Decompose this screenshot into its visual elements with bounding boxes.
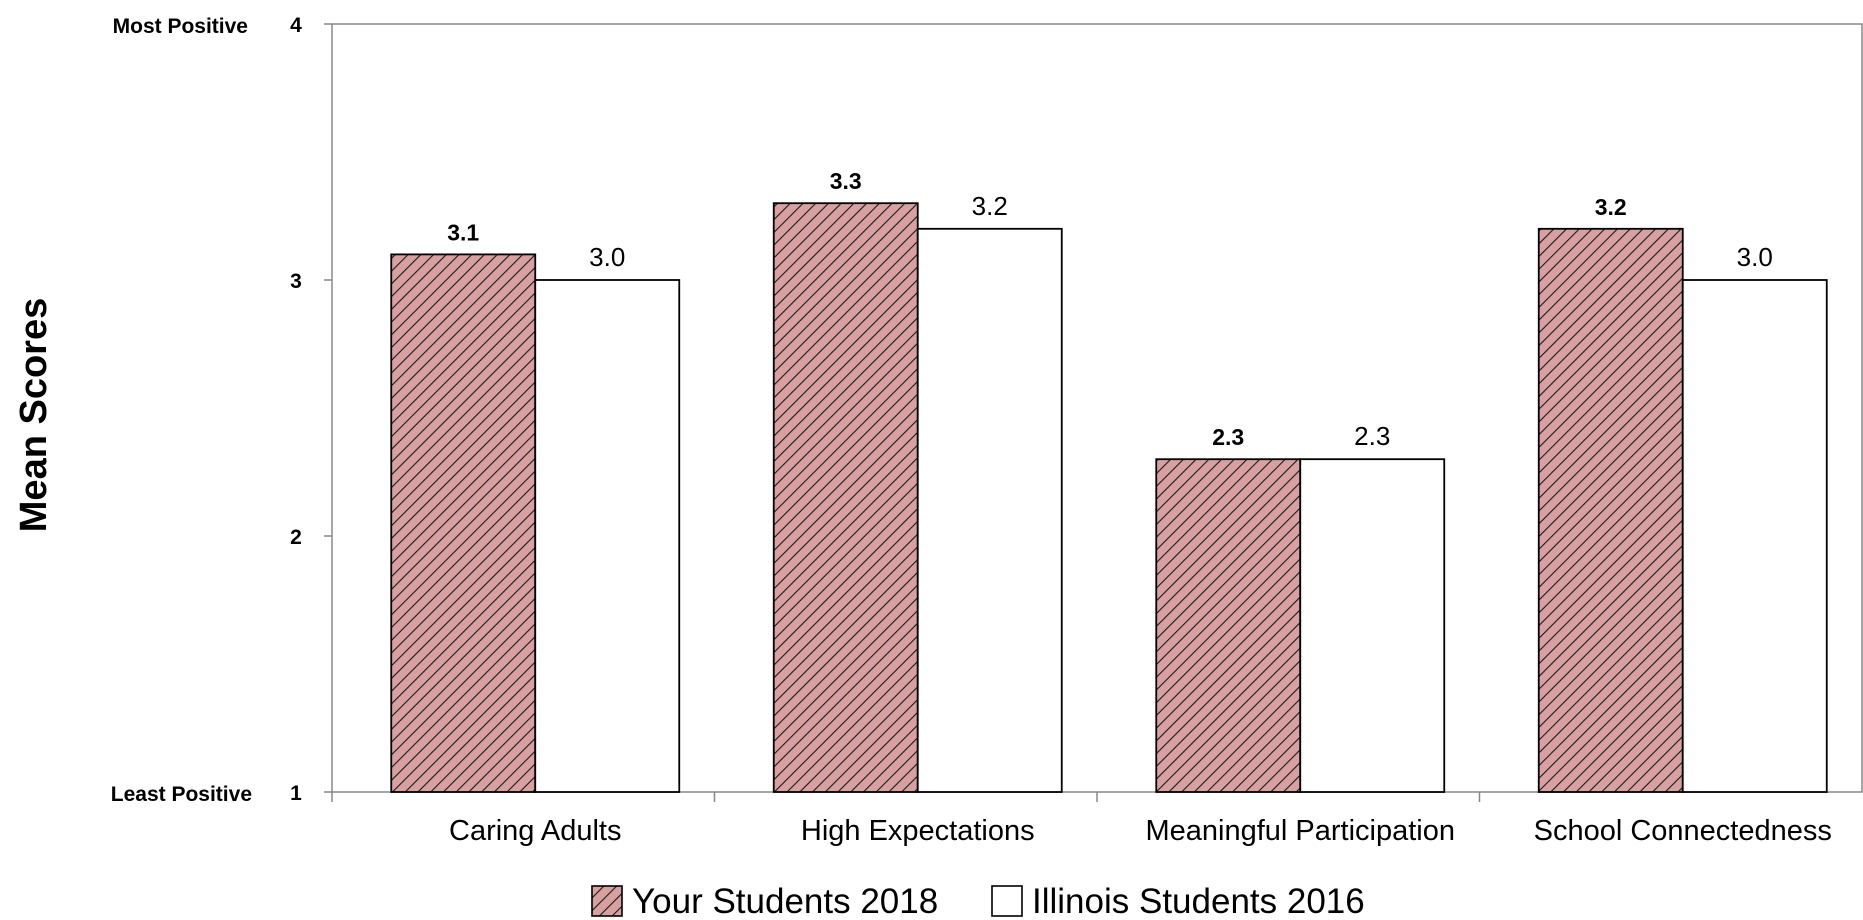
- data-label: 3.3: [830, 168, 862, 194]
- data-label: 3.2: [972, 191, 1008, 221]
- y-axis-label: Mean Scores: [13, 298, 55, 532]
- y-tick-label: 4: [290, 14, 302, 37]
- plot-area: 1 2 3 4 Caring Adults 3.1 3.0 High Expectations…: [290, 14, 1863, 847]
- bar-illinois-students: [1681, 279, 1828, 793]
- bar-your-students: [1537, 227, 1684, 793]
- bar-illinois-students: [1299, 458, 1446, 793]
- legend-swatch-illinois-students: [991, 885, 1023, 917]
- legend-swatch-your-students: [591, 885, 623, 917]
- legend-label: Your Students 2018: [632, 882, 938, 920]
- data-label: 2.3: [1354, 421, 1390, 451]
- bar-illinois-students: [534, 279, 681, 793]
- y-extra-top-label: Most Positive: [113, 15, 248, 38]
- y-extra-bottom-label: Least Positive: [111, 783, 252, 806]
- data-label: 3.0: [1737, 242, 1773, 272]
- y-tick-label: 3: [290, 270, 302, 293]
- x-category-label: School Connectedness: [1534, 815, 1832, 847]
- legend-label: Illinois Students 2016: [1032, 882, 1365, 920]
- bar-your-students: [1155, 458, 1302, 793]
- data-label: 3.0: [589, 242, 625, 272]
- data-label: 3.1: [447, 219, 479, 245]
- y-tick-label: 2: [290, 526, 302, 549]
- bar-your-students: [390, 253, 537, 793]
- bar-your-students: [772, 202, 919, 793]
- y-tick-label: 1: [290, 782, 302, 805]
- legend: Your Students 2018 Illinois Students 2016: [591, 882, 1365, 920]
- x-category-label: Caring Adults: [449, 815, 622, 847]
- bar-illinois-students: [916, 227, 1063, 793]
- x-category-label: Meaningful Participation: [1145, 815, 1455, 847]
- data-label: 3.2: [1595, 194, 1627, 220]
- x-category-label: High Expectations: [801, 815, 1035, 847]
- data-label: 2.3: [1212, 424, 1244, 450]
